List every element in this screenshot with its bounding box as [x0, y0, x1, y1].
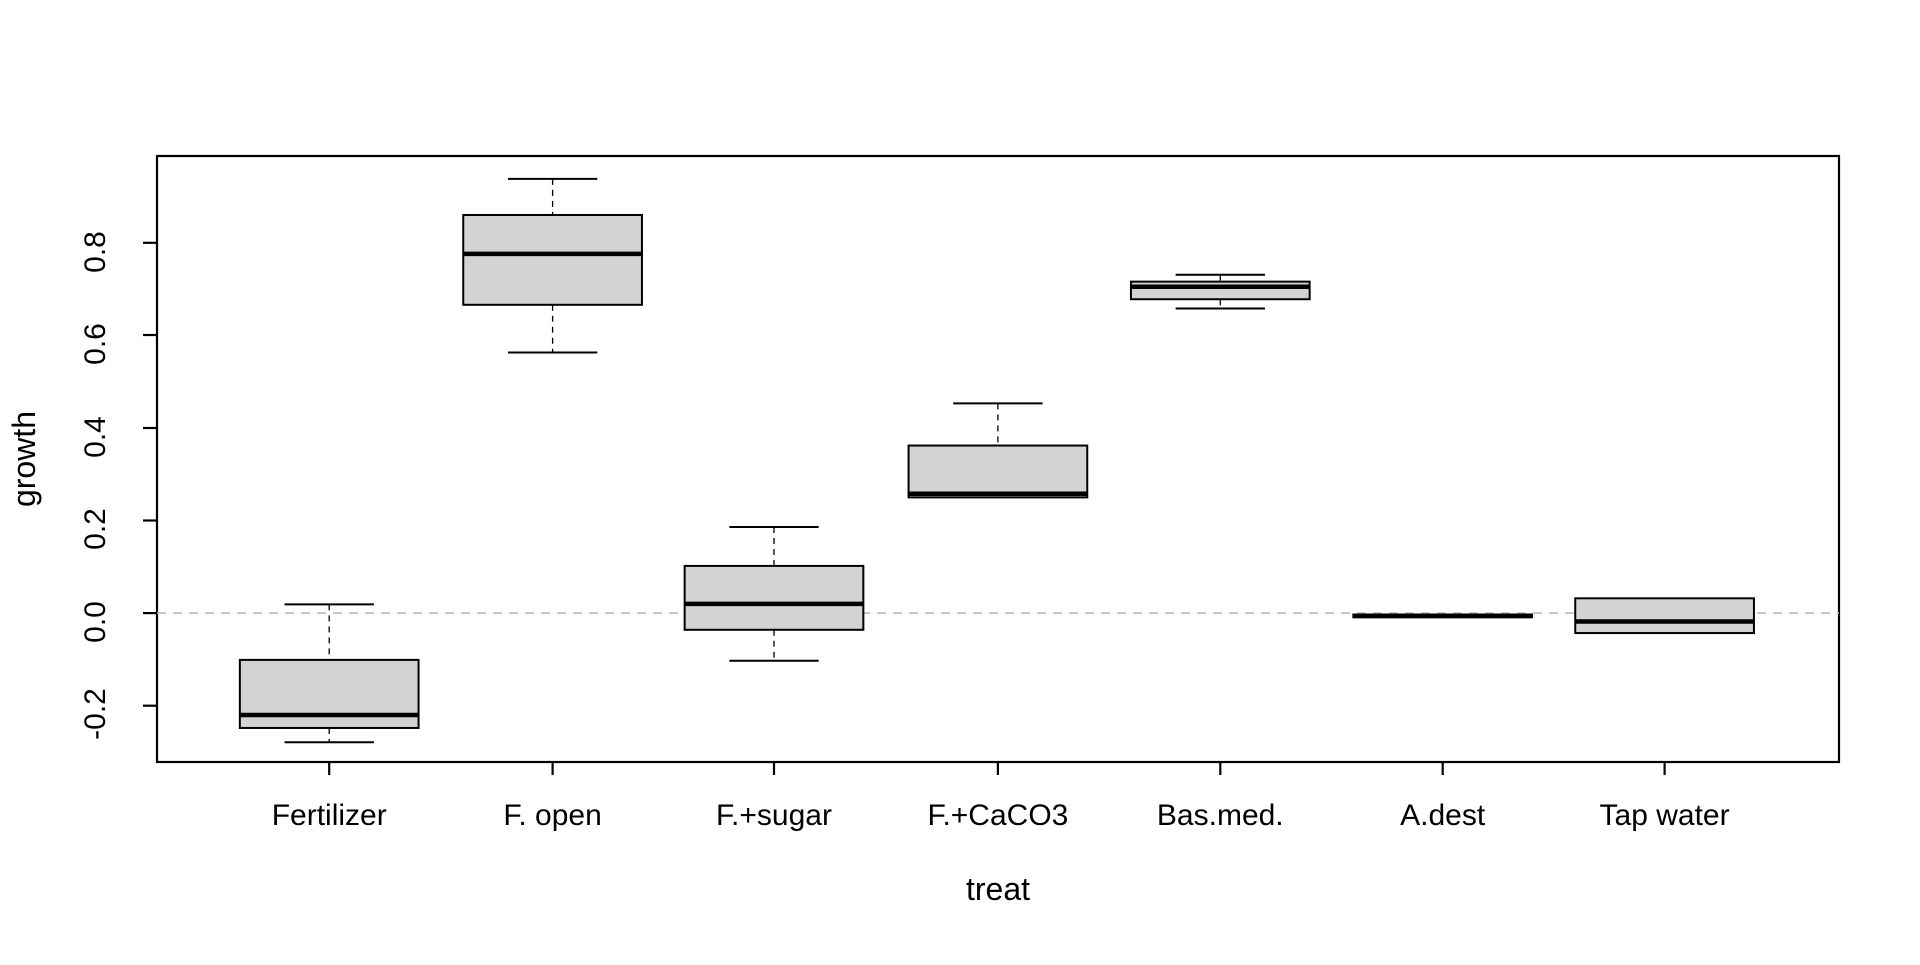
svg-text:0.4: 0.4 [79, 416, 112, 458]
svg-text:Fertilizer: Fertilizer [272, 799, 387, 832]
svg-text:growth: growth [6, 411, 42, 507]
svg-text:F. open: F. open [503, 799, 601, 832]
svg-text:-0.2: -0.2 [79, 688, 112, 740]
svg-text:0.8: 0.8 [79, 231, 112, 273]
svg-text:0.0: 0.0 [79, 601, 112, 643]
svg-text:A.dest: A.dest [1400, 799, 1486, 832]
svg-text:F.+sugar: F.+sugar [716, 799, 832, 832]
svg-text:F.+CaCO3: F.+CaCO3 [927, 799, 1068, 832]
svg-text:Tap water: Tap water [1600, 799, 1730, 832]
svg-text:Bas.med.: Bas.med. [1157, 799, 1284, 832]
svg-text:0.2: 0.2 [79, 508, 112, 550]
svg-text:treat: treat [966, 871, 1030, 907]
svg-text:0.6: 0.6 [79, 323, 112, 365]
